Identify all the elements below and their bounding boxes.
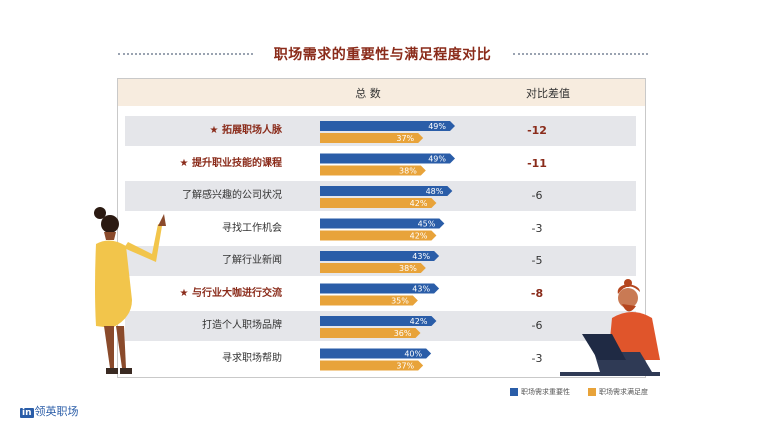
bar-label-importance: 48% — [426, 187, 444, 196]
bar-importance — [320, 348, 432, 359]
bar-importance — [320, 218, 445, 229]
row-label: 寻求职场帮助 — [222, 352, 282, 364]
diff-value: -5 — [531, 254, 543, 267]
bar-label-importance: 43% — [412, 252, 430, 261]
bar-label-importance: 49% — [428, 122, 446, 131]
diff-value: -8 — [530, 286, 544, 300]
diff-value: -6 — [531, 319, 543, 332]
row-label: ★ 与行业大咖进行交流 — [179, 287, 282, 299]
diff-value: -3 — [531, 221, 543, 235]
title-divider-right — [513, 53, 648, 55]
legend-label-importance: 职场需求重要性 — [521, 388, 570, 396]
bar-label-importance: 49% — [428, 155, 446, 164]
legend-label-satisfaction: 职场需求满足度 — [599, 388, 648, 396]
bar-label-importance: 40% — [404, 350, 422, 359]
brand-logo: in 领英职场 — [20, 403, 79, 419]
bar-satisfaction — [320, 328, 421, 338]
chart-title: 职场需求的重要性与满足程度对比 — [273, 47, 492, 63]
brand-name: 领英职场 — [34, 405, 79, 418]
legend-item-satisfaction: 职场需求满足度 — [588, 387, 648, 397]
diff-value: -3 — [531, 351, 543, 365]
row-label: ★ 拓展职场人脉 — [209, 125, 282, 136]
bar-label-satisfaction: 36% — [394, 329, 412, 338]
bar-label-satisfaction: 35% — [391, 297, 409, 306]
bar-importance — [320, 251, 440, 261]
column-header-diff: 对比差值 — [526, 87, 570, 100]
row-label: 了解行业新闻 — [222, 255, 282, 266]
row-label: 寻找工作机会 — [222, 222, 282, 234]
bar-satisfaction — [320, 360, 424, 371]
bar-label-satisfaction: 37% — [396, 134, 414, 143]
bar-satisfaction — [320, 230, 437, 241]
legend-item-importance: 职场需求重要性 — [510, 387, 570, 397]
diff-value: -6 — [531, 189, 543, 202]
bar-label-importance: 45% — [418, 220, 436, 229]
bar-label-satisfaction: 42% — [410, 232, 428, 241]
bar-label-satisfaction: 38% — [399, 167, 417, 176]
bar-importance — [320, 186, 453, 196]
bar-satisfaction — [320, 263, 426, 273]
bar-satisfaction — [320, 198, 437, 208]
bar-satisfaction — [320, 295, 418, 306]
bar-satisfaction — [320, 165, 426, 176]
bar-label-satisfaction: 38% — [399, 264, 417, 273]
row-label: 打造个人职场品牌 — [202, 320, 282, 331]
bar-label-satisfaction: 37% — [396, 362, 414, 371]
bar-importance — [320, 316, 437, 326]
bar-label-importance: 43% — [412, 285, 430, 294]
title-area: 职场需求的重要性与满足程度对比 — [0, 42, 765, 66]
column-header-total: 总 数 — [355, 87, 381, 100]
row-label: 了解感兴趣的公司状况 — [182, 190, 282, 201]
bar-importance — [320, 153, 455, 164]
title-divider-left — [118, 53, 253, 55]
diff-value: -11 — [527, 156, 547, 170]
legend-swatch-blue — [510, 388, 518, 396]
bar-importance — [320, 121, 455, 131]
bar-importance — [320, 283, 440, 294]
diff-value: -12 — [527, 124, 547, 137]
row-label: ★ 提升职业技能的课程 — [179, 157, 282, 169]
legend-swatch-orange — [588, 388, 596, 396]
bar-label-importance: 42% — [410, 317, 428, 326]
table-header: 总 数 对比差值 — [118, 79, 645, 106]
linkedin-icon: in — [20, 408, 34, 418]
bar-label-satisfaction: 42% — [410, 199, 428, 208]
bar-satisfaction — [320, 133, 424, 143]
